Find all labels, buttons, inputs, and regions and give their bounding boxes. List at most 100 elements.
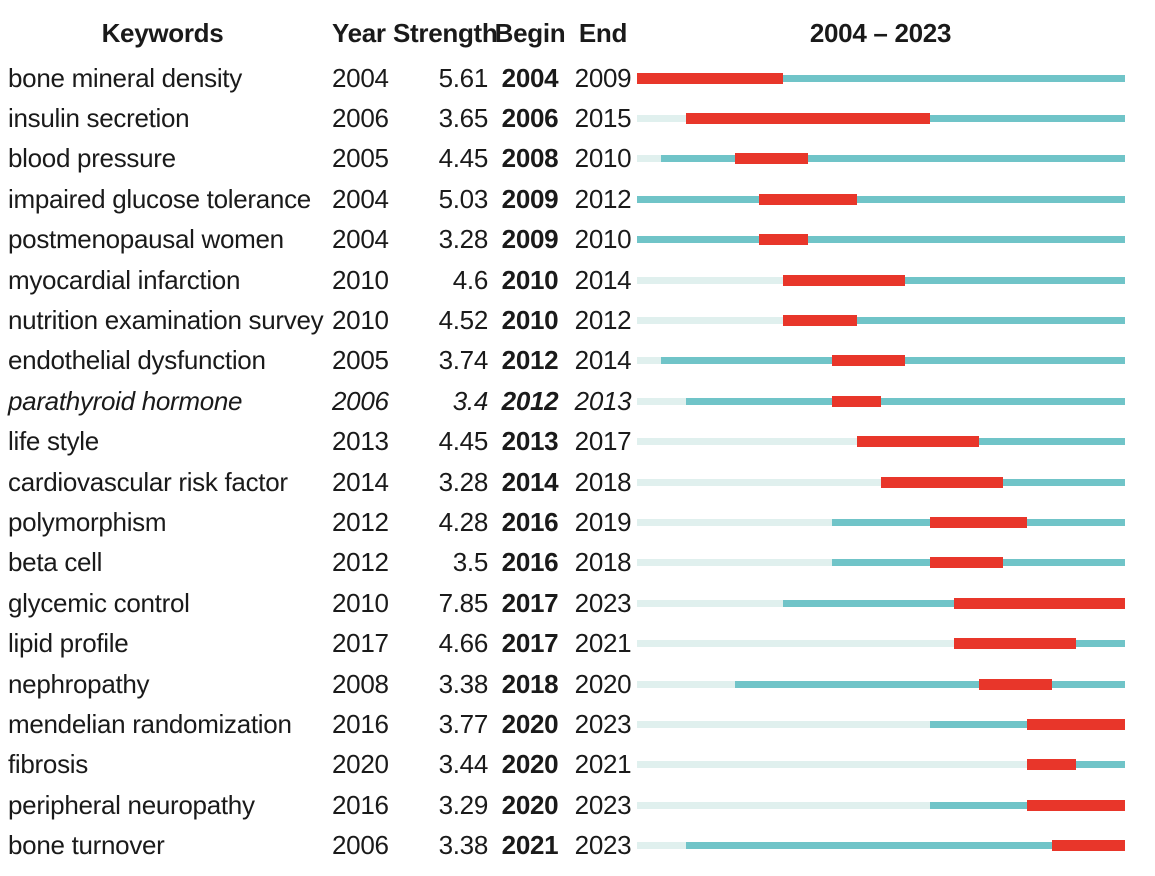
pre-appearance-line bbox=[637, 599, 784, 607]
end-cell: 2010 bbox=[574, 143, 632, 174]
active-line bbox=[905, 357, 1125, 365]
table-row: nephropathy 2008 3.38 2018 2020 bbox=[0, 664, 1155, 704]
burst-bar bbox=[1051, 840, 1125, 852]
begin-cell: 2014 bbox=[501, 466, 559, 497]
year-cell: 2004 bbox=[332, 224, 389, 255]
strength-cell: 4.45 bbox=[438, 426, 489, 457]
begin-cell: 2017 bbox=[501, 628, 559, 659]
year-cell: 2005 bbox=[332, 345, 389, 376]
active-line bbox=[929, 720, 1028, 728]
burst-timeline bbox=[637, 825, 1125, 865]
active-line bbox=[978, 438, 1125, 446]
keyword-cell: nutrition examination survey bbox=[8, 305, 324, 336]
burst-timeline bbox=[637, 381, 1125, 421]
burst-bar bbox=[759, 234, 808, 246]
burst-bar bbox=[929, 557, 1003, 569]
burst-bar bbox=[929, 516, 1028, 528]
year-cell: 2006 bbox=[332, 385, 389, 416]
burst-bar bbox=[637, 72, 784, 84]
strength-cell: 3.65 bbox=[438, 103, 489, 134]
table-row: nutrition examination survey 2010 4.52 2… bbox=[0, 300, 1155, 340]
active-line bbox=[637, 236, 759, 244]
begin-cell: 2004 bbox=[501, 62, 559, 93]
burst-timeline bbox=[637, 179, 1125, 219]
year-cell: 2010 bbox=[332, 264, 389, 295]
active-line bbox=[685, 397, 833, 405]
strength-cell: 5.03 bbox=[438, 183, 489, 214]
burst-timeline bbox=[637, 462, 1125, 502]
year-cell: 2005 bbox=[332, 143, 389, 174]
table-row: glycemic control 2010 7.85 2017 2023 bbox=[0, 583, 1155, 623]
burst-timeline bbox=[637, 543, 1125, 583]
active-line bbox=[1076, 761, 1125, 769]
pre-appearance-line bbox=[637, 640, 955, 648]
burst-timeline bbox=[637, 785, 1125, 825]
active-line bbox=[783, 74, 1125, 82]
active-line bbox=[856, 195, 1125, 203]
strength-cell: 3.38 bbox=[438, 668, 489, 699]
begin-cell: 2010 bbox=[501, 264, 559, 295]
keyword-cell: glycemic control bbox=[8, 587, 190, 618]
burst-bar bbox=[1027, 759, 1077, 771]
end-cell: 2018 bbox=[574, 547, 632, 578]
active-line bbox=[734, 680, 979, 688]
end-cell: 2023 bbox=[574, 708, 632, 739]
burst-bar bbox=[1027, 718, 1125, 730]
end-cell: 2019 bbox=[574, 506, 632, 537]
begin-cell: 2020 bbox=[501, 708, 559, 739]
active-line bbox=[1076, 640, 1125, 648]
burst-timeline bbox=[637, 139, 1125, 179]
strength-cell: 4.6 bbox=[452, 264, 489, 295]
year-cell: 2016 bbox=[332, 708, 389, 739]
pre-appearance-line bbox=[637, 559, 833, 567]
strength-cell: 3.5 bbox=[452, 547, 489, 578]
year-cell: 2012 bbox=[332, 547, 389, 578]
year-cell: 2008 bbox=[332, 668, 389, 699]
pre-appearance-line bbox=[637, 761, 1028, 769]
active-line bbox=[807, 155, 1125, 163]
table-row: polymorphism 2012 4.28 2016 2019 bbox=[0, 502, 1155, 542]
active-line bbox=[783, 599, 955, 607]
header-strength: Strength bbox=[393, 17, 498, 48]
header-keywords: Keywords bbox=[101, 17, 224, 48]
burst-bar bbox=[881, 476, 1003, 488]
begin-cell: 2016 bbox=[501, 547, 559, 578]
begin-cell: 2018 bbox=[501, 668, 559, 699]
pre-appearance-line bbox=[637, 317, 784, 325]
keyword-cell: bone turnover bbox=[8, 830, 165, 861]
burst-timeline bbox=[637, 583, 1125, 623]
active-line bbox=[832, 518, 930, 526]
burst-timeline bbox=[637, 341, 1125, 381]
begin-cell: 2013 bbox=[501, 426, 559, 457]
strength-cell: 3.28 bbox=[438, 224, 489, 255]
end-cell: 2021 bbox=[574, 628, 632, 659]
strength-cell: 4.66 bbox=[438, 628, 489, 659]
end-cell: 2010 bbox=[574, 224, 632, 255]
year-cell: 2006 bbox=[332, 103, 389, 134]
table-row: myocardial infarction 2010 4.6 2010 2014 bbox=[0, 260, 1155, 300]
active-line bbox=[637, 195, 759, 203]
table-row: postmenopausal women 2004 3.28 2009 2010 bbox=[0, 220, 1155, 260]
year-cell: 2004 bbox=[332, 183, 389, 214]
active-line bbox=[1003, 478, 1125, 486]
active-line bbox=[1051, 680, 1125, 688]
strength-cell: 3.38 bbox=[438, 830, 489, 861]
strength-cell: 3.28 bbox=[438, 466, 489, 497]
strength-cell: 7.85 bbox=[438, 587, 489, 618]
table-row: impaired glucose tolerance 2004 5.03 200… bbox=[0, 179, 1155, 219]
burst-bar bbox=[685, 113, 930, 125]
year-cell: 2020 bbox=[332, 749, 389, 780]
table-row: life style 2013 4.45 2013 2017 bbox=[0, 422, 1155, 462]
table-row: parathyroid hormone 2006 3.4 2012 2013 bbox=[0, 381, 1155, 421]
begin-cell: 2020 bbox=[501, 789, 559, 820]
begin-cell: 2016 bbox=[501, 506, 559, 537]
keyword-cell: beta cell bbox=[8, 547, 103, 578]
active-line bbox=[685, 842, 1052, 850]
active-line bbox=[832, 559, 930, 567]
pre-appearance-line bbox=[637, 155, 662, 163]
pre-appearance-line bbox=[637, 276, 784, 284]
year-cell: 2012 bbox=[332, 506, 389, 537]
table-row: cardiovascular risk factor 2014 3.28 201… bbox=[0, 462, 1155, 502]
table-row: beta cell 2012 3.5 2016 2018 bbox=[0, 543, 1155, 583]
pre-appearance-line bbox=[637, 680, 735, 688]
